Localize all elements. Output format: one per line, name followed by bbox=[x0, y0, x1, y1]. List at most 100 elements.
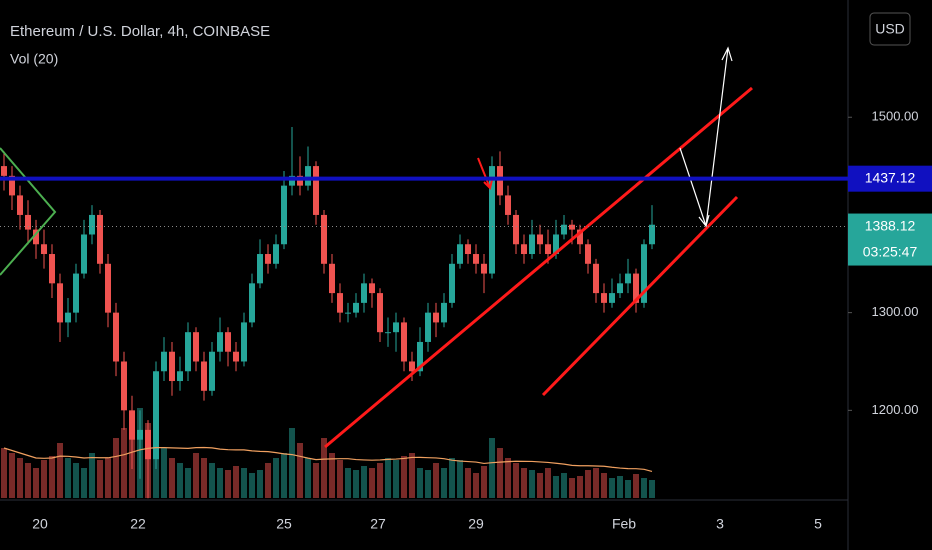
volume-bar bbox=[625, 480, 631, 498]
volume-bar bbox=[305, 458, 311, 498]
volume-bar bbox=[161, 448, 167, 498]
volume-bar bbox=[345, 468, 351, 498]
candle-body bbox=[129, 410, 135, 440]
volume-bar bbox=[33, 468, 39, 498]
volume-bar bbox=[9, 453, 15, 498]
candle-body bbox=[497, 166, 503, 196]
candle-body bbox=[49, 254, 55, 284]
volume-bar bbox=[73, 463, 79, 498]
volume-bar bbox=[529, 470, 535, 498]
volume-bar bbox=[329, 453, 335, 498]
volume-bar bbox=[65, 458, 71, 498]
candle-body bbox=[585, 244, 591, 264]
candle-body bbox=[113, 312, 119, 362]
candle-body bbox=[649, 224, 655, 245]
level-label-box bbox=[848, 165, 932, 192]
candle-body bbox=[265, 254, 271, 264]
candle-body bbox=[169, 351, 175, 382]
candle-body bbox=[529, 234, 535, 255]
volume-bar bbox=[233, 466, 239, 498]
candle-body bbox=[289, 175, 295, 186]
volume-bar bbox=[377, 463, 383, 498]
candle-body bbox=[553, 234, 559, 255]
volume-bar bbox=[201, 458, 207, 498]
volume-bar bbox=[297, 443, 303, 498]
candle-body bbox=[241, 322, 247, 362]
candle-body bbox=[481, 263, 487, 274]
candle-body bbox=[33, 229, 39, 245]
plot bbox=[1, 127, 655, 499]
volume-bar bbox=[385, 458, 391, 498]
candle-body bbox=[401, 322, 407, 362]
volume-bar bbox=[41, 460, 47, 498]
volume-bar bbox=[425, 470, 431, 498]
currency-label[interactable]: USD bbox=[875, 21, 905, 37]
volume-bar bbox=[449, 458, 455, 498]
red-arrow bbox=[477, 157, 493, 190]
volume-bar bbox=[217, 468, 223, 498]
volume-bar bbox=[617, 476, 623, 498]
candle-body bbox=[137, 429, 143, 440]
candle-body bbox=[201, 361, 207, 391]
candle-body bbox=[537, 234, 543, 245]
last-price-box bbox=[848, 213, 932, 266]
candle-body bbox=[81, 234, 87, 274]
volume-bar bbox=[633, 474, 639, 498]
volume-bar bbox=[89, 453, 95, 498]
volume-bar bbox=[57, 443, 63, 498]
volume-bar bbox=[169, 458, 175, 498]
candle-body bbox=[465, 244, 471, 255]
trend-line-lower bbox=[541, 195, 739, 397]
candle-body bbox=[641, 244, 647, 303]
volume-bar bbox=[537, 473, 543, 498]
volume-bar bbox=[465, 468, 471, 498]
candle-body bbox=[185, 332, 191, 372]
volume-bar bbox=[401, 456, 407, 498]
candle-body bbox=[89, 214, 95, 235]
candle-body bbox=[561, 224, 567, 235]
volume-bar bbox=[49, 456, 55, 498]
currency-button[interactable] bbox=[869, 12, 911, 46]
candle-body bbox=[97, 214, 103, 264]
last-price-label: 1388.12 bbox=[865, 217, 916, 233]
candle-body bbox=[505, 195, 511, 215]
volume-bar bbox=[561, 473, 567, 498]
volume-bar bbox=[609, 478, 615, 498]
volume-bar bbox=[409, 453, 415, 498]
volume-bar bbox=[577, 476, 583, 498]
volume-bar bbox=[361, 466, 367, 498]
candle-body bbox=[385, 332, 391, 334]
volume-bar bbox=[505, 458, 511, 498]
projection-arrows bbox=[679, 46, 733, 228]
candle-body bbox=[145, 429, 151, 460]
volume-bar bbox=[249, 473, 255, 498]
volume-bar bbox=[17, 458, 23, 498]
volume-bar bbox=[353, 470, 359, 498]
volume-bar bbox=[97, 460, 103, 498]
volume-bar bbox=[441, 468, 447, 498]
candle-body bbox=[305, 166, 311, 186]
volume-bar bbox=[393, 460, 399, 498]
candle-body bbox=[425, 312, 431, 342]
x-tick-label: 3 bbox=[716, 516, 724, 532]
candle-body bbox=[65, 312, 71, 323]
volume-ma bbox=[3, 446, 653, 472]
candle-body bbox=[377, 293, 383, 333]
volume-bar bbox=[569, 478, 575, 498]
volume-bar bbox=[281, 453, 287, 498]
candle-body bbox=[297, 175, 303, 186]
candle-body bbox=[569, 224, 575, 230]
candle-body bbox=[41, 244, 47, 255]
candle-body bbox=[417, 341, 423, 372]
triangle-drawing bbox=[0, 147, 57, 276]
volume-bar bbox=[241, 468, 247, 498]
volume-bar bbox=[545, 468, 551, 498]
volume-bar bbox=[209, 463, 215, 498]
candle-body bbox=[225, 332, 231, 352]
candle-body bbox=[489, 166, 495, 274]
y-tick-label: 1200.00 bbox=[872, 402, 919, 417]
candle-body bbox=[193, 332, 199, 362]
y-tick-label: 1500.00 bbox=[872, 109, 919, 124]
x-tick-label: 5 bbox=[814, 516, 822, 532]
candle-body bbox=[17, 195, 23, 215]
